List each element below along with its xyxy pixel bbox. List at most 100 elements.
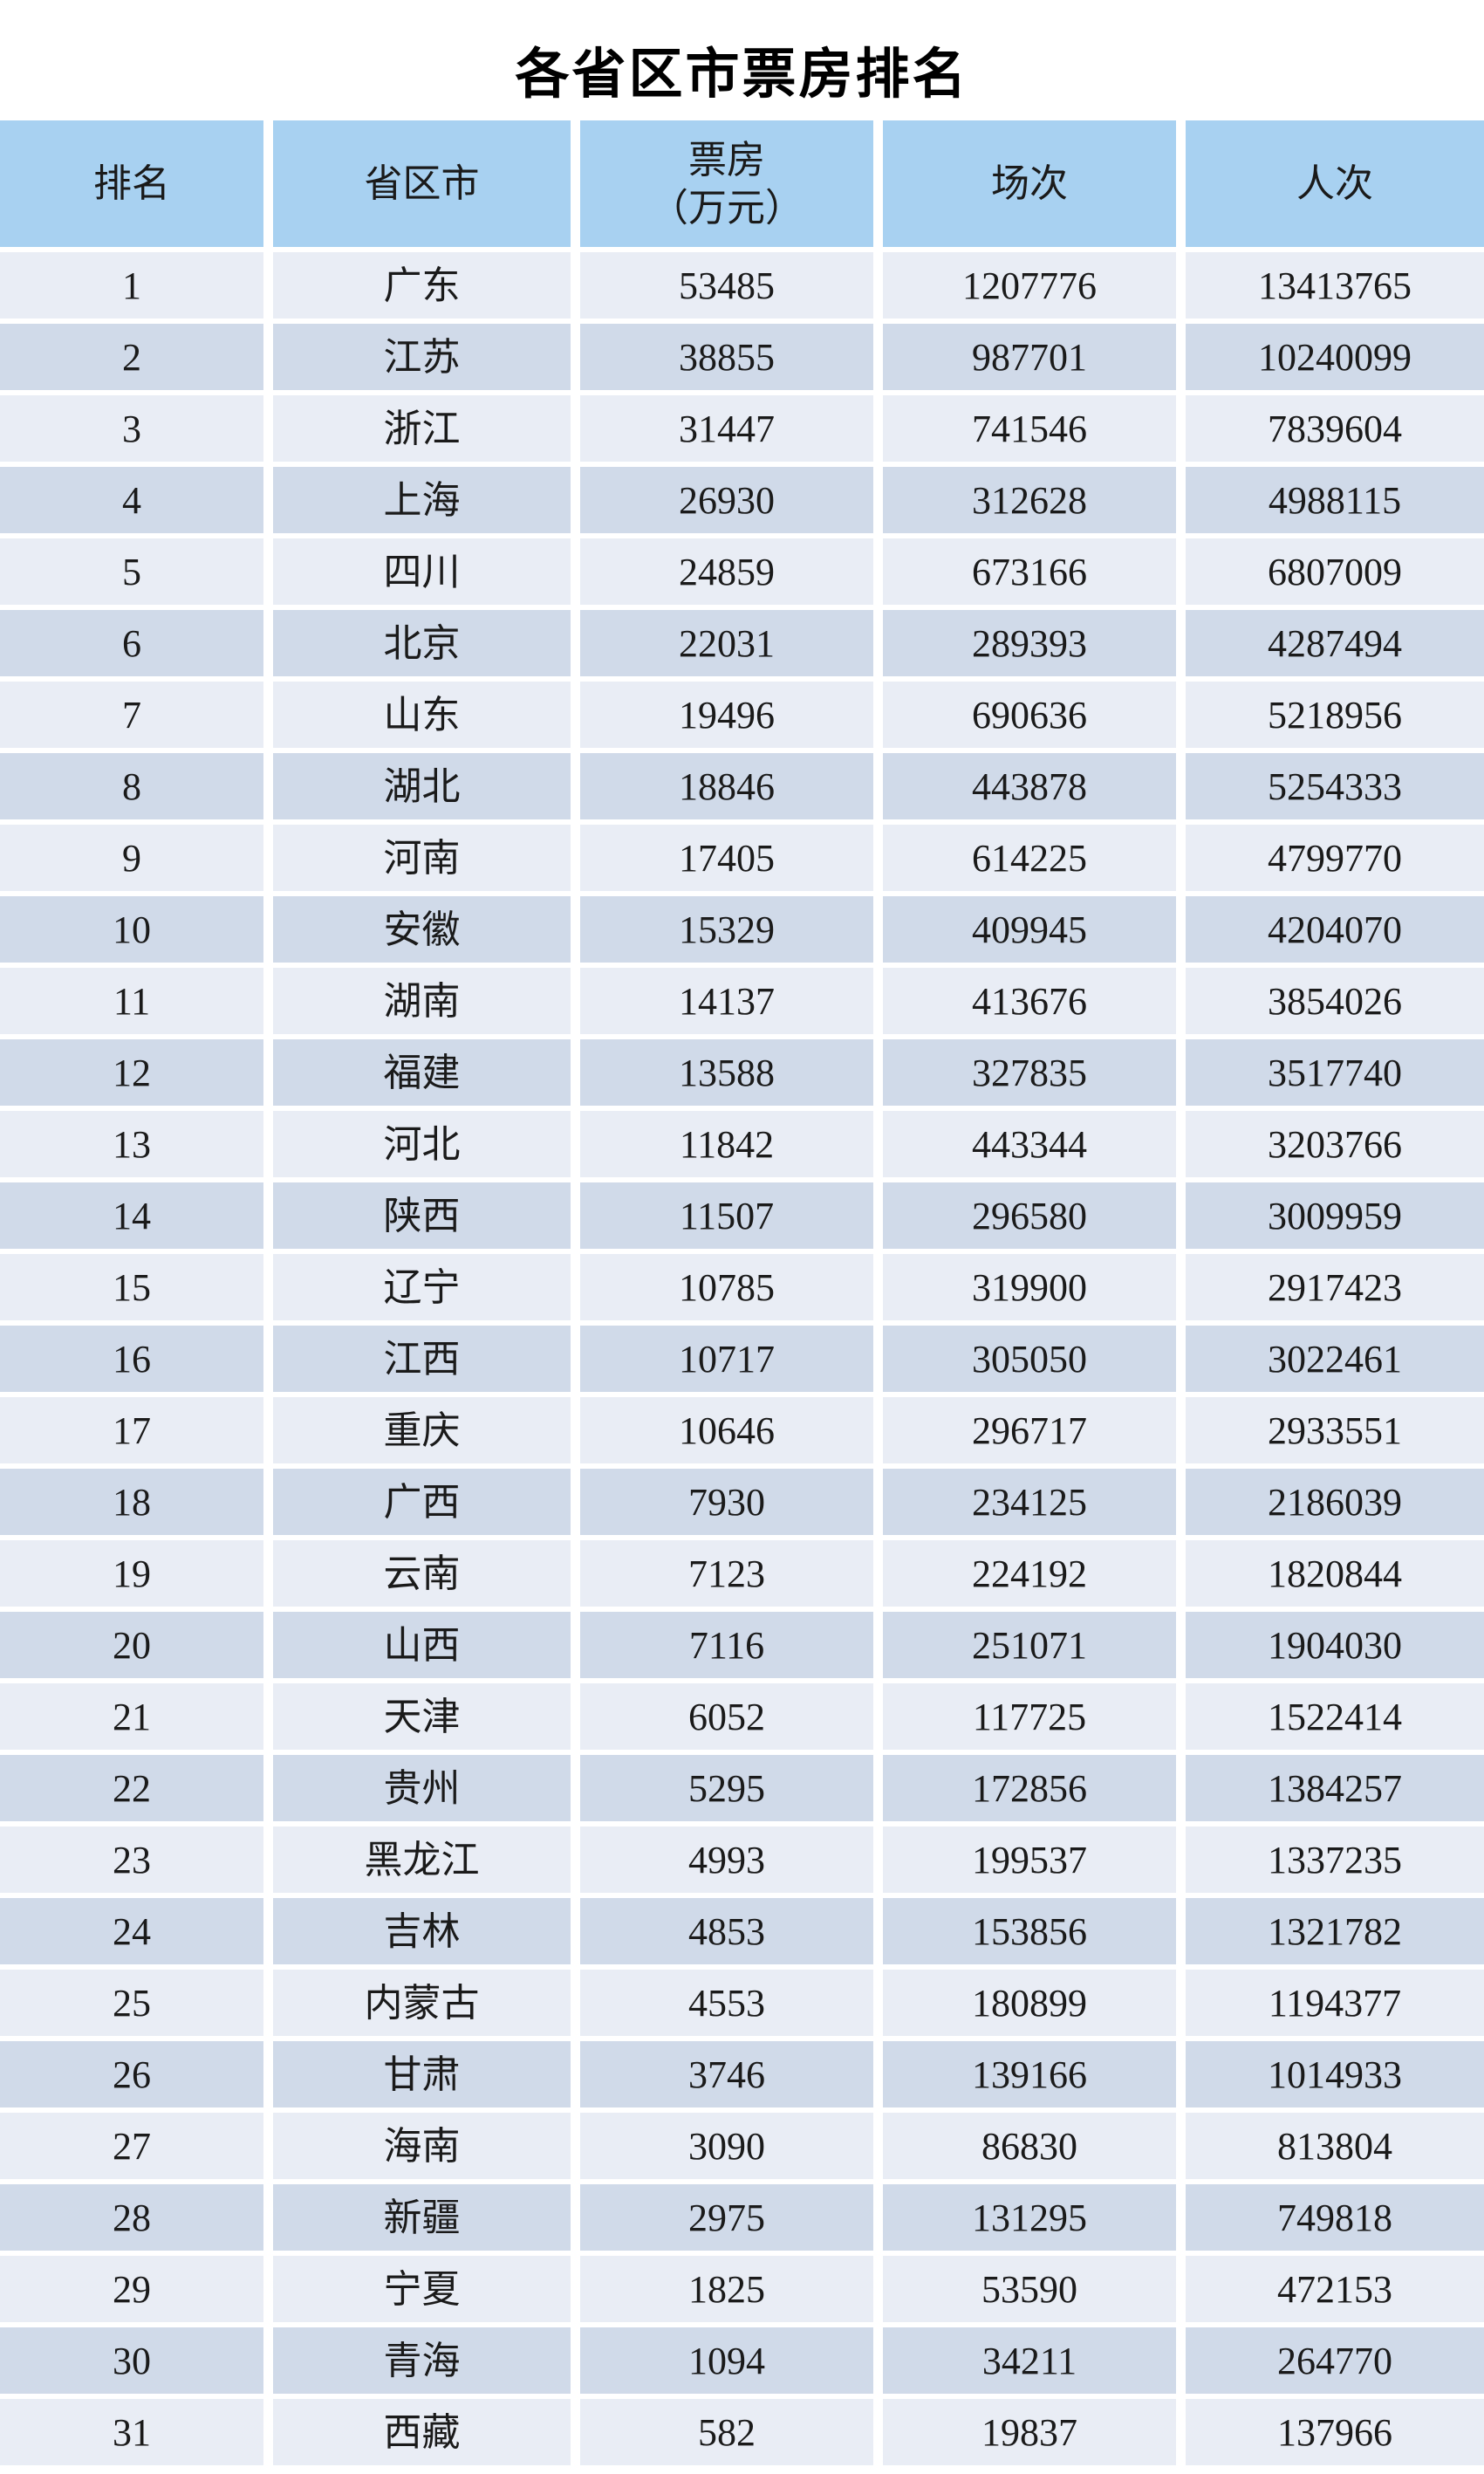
cell-sessions: 251071 <box>883 1612 1176 1678</box>
cell-admissions: 1384257 <box>1186 1755 1484 1821</box>
cell-box-office: 7116 <box>580 1612 873 1678</box>
cell-province: 云南 <box>273 1540 571 1607</box>
cell-rank: 14 <box>0 1182 263 1249</box>
cell-sessions: 987701 <box>883 324 1176 390</box>
cell-box-office: 6052 <box>580 1683 873 1750</box>
cell-admissions: 264770 <box>1186 2327 1484 2394</box>
cell-sessions: 180899 <box>883 1970 1176 2036</box>
cell-box-office: 3090 <box>580 2113 873 2179</box>
cell-province: 北京 <box>273 610 571 676</box>
cell-admissions: 1904030 <box>1186 1612 1484 1678</box>
cell-box-office: 7123 <box>580 1540 873 1607</box>
cell-rank: 17 <box>0 1397 263 1463</box>
cell-box-office: 19496 <box>580 682 873 748</box>
cell-rank: 16 <box>0 1326 263 1392</box>
cell-admissions: 2186039 <box>1186 1469 1484 1535</box>
cell-province: 西藏 <box>273 2399 571 2465</box>
cell-admissions: 1337235 <box>1186 1826 1484 1893</box>
cell-province: 广东 <box>273 252 571 319</box>
cell-province: 山西 <box>273 1612 571 1678</box>
cell-rank: 6 <box>0 610 263 676</box>
cell-admissions: 1820844 <box>1186 1540 1484 1607</box>
cell-province: 黑龙江 <box>273 1826 571 1893</box>
cell-province: 辽宁 <box>273 1254 571 1320</box>
cell-rank: 24 <box>0 1898 263 1964</box>
column-header-admissions: 人次 <box>1186 120 1484 247</box>
cell-box-office: 53485 <box>580 252 873 319</box>
cell-sessions: 614225 <box>883 825 1176 891</box>
cell-admissions: 4988115 <box>1186 467 1484 533</box>
cell-sessions: 673166 <box>883 538 1176 605</box>
cell-box-office: 15329 <box>580 896 873 963</box>
cell-sessions: 443344 <box>883 1111 1176 1177</box>
cell-admissions: 3203766 <box>1186 1111 1484 1177</box>
cell-rank: 20 <box>0 1612 263 1678</box>
cell-province: 福建 <box>273 1039 571 1106</box>
cell-admissions: 4799770 <box>1186 825 1484 891</box>
cell-sessions: 327835 <box>883 1039 1176 1106</box>
cell-rank: 29 <box>0 2256 263 2322</box>
cell-sessions: 305050 <box>883 1326 1176 1392</box>
cell-sessions: 409945 <box>883 896 1176 963</box>
cell-box-office: 5295 <box>580 1755 873 1821</box>
cell-box-office: 11842 <box>580 1111 873 1177</box>
cell-admissions: 813804 <box>1186 2113 1484 2179</box>
cell-admissions: 7839604 <box>1186 395 1484 462</box>
cell-sessions: 1207776 <box>883 252 1176 319</box>
cell-rank: 23 <box>0 1826 263 1893</box>
cell-sessions: 443878 <box>883 753 1176 819</box>
cell-admissions: 3022461 <box>1186 1326 1484 1392</box>
page-title: 各省区市票房排名 <box>515 45 969 105</box>
cell-rank: 3 <box>0 395 263 462</box>
cell-sessions: 289393 <box>883 610 1176 676</box>
cell-province: 四川 <box>273 538 571 605</box>
cell-rank: 30 <box>0 2327 263 2394</box>
cell-sessions: 319900 <box>883 1254 1176 1320</box>
cell-rank: 28 <box>0 2184 263 2251</box>
cell-admissions: 3854026 <box>1186 968 1484 1034</box>
column-header-box-office: 票房 （万元） <box>580 120 873 247</box>
cell-box-office: 24859 <box>580 538 873 605</box>
cell-admissions: 3009959 <box>1186 1182 1484 1249</box>
cell-box-office: 1825 <box>580 2256 873 2322</box>
cell-admissions: 472153 <box>1186 2256 1484 2322</box>
cell-sessions: 86830 <box>883 2113 1176 2179</box>
column-header-sessions: 场次 <box>883 120 1176 247</box>
cell-box-office: 11507 <box>580 1182 873 1249</box>
cell-box-office: 2975 <box>580 2184 873 2251</box>
cell-box-office: 18846 <box>580 753 873 819</box>
cell-box-office: 17405 <box>580 825 873 891</box>
cell-province: 江苏 <box>273 324 571 390</box>
cell-admissions: 5254333 <box>1186 753 1484 819</box>
cell-province: 天津 <box>273 1683 571 1750</box>
cell-province: 内蒙古 <box>273 1970 571 2036</box>
cell-admissions: 10240099 <box>1186 324 1484 390</box>
cell-sessions: 19837 <box>883 2399 1176 2465</box>
cell-rank: 19 <box>0 1540 263 1607</box>
cell-sessions: 413676 <box>883 968 1176 1034</box>
cell-box-office: 13588 <box>580 1039 873 1106</box>
cell-sessions: 199537 <box>883 1826 1176 1893</box>
column-header-rank: 排名 <box>0 120 263 247</box>
cell-rank: 4 <box>0 467 263 533</box>
cell-province: 湖北 <box>273 753 571 819</box>
cell-province: 湖南 <box>273 968 571 1034</box>
cell-province: 海南 <box>273 2113 571 2179</box>
cell-box-office: 10646 <box>580 1397 873 1463</box>
cell-province: 新疆 <box>273 2184 571 2251</box>
cell-box-office: 582 <box>580 2399 873 2465</box>
cell-box-office: 38855 <box>580 324 873 390</box>
cell-box-office: 10785 <box>580 1254 873 1320</box>
cell-sessions: 153856 <box>883 1898 1176 1964</box>
column-header-province: 省区市 <box>273 120 571 247</box>
cell-rank: 31 <box>0 2399 263 2465</box>
cell-rank: 18 <box>0 1469 263 1535</box>
cell-rank: 2 <box>0 324 263 390</box>
cell-sessions: 139166 <box>883 2041 1176 2107</box>
cell-sessions: 312628 <box>883 467 1176 533</box>
cell-province: 浙江 <box>273 395 571 462</box>
cell-province: 上海 <box>273 467 571 533</box>
cell-rank: 13 <box>0 1111 263 1177</box>
cell-province: 重庆 <box>273 1397 571 1463</box>
cell-province: 吉林 <box>273 1898 571 1964</box>
